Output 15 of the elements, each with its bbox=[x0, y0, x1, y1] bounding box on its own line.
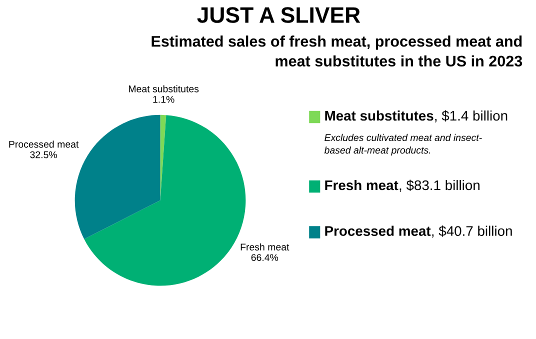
data-label: 1.1% bbox=[153, 96, 174, 103]
data-label: 32.5% bbox=[30, 151, 57, 158]
slice-label: Meat substitutes bbox=[128, 85, 199, 92]
slice-label: Fresh meat bbox=[240, 243, 290, 251]
legend-label: Fresh meat bbox=[325, 180, 398, 190]
text: , $40.7 billion bbox=[432, 226, 512, 238]
text: , $83.1 billion bbox=[400, 180, 480, 192]
slice-label: Processed meat bbox=[9, 140, 79, 148]
legend-label: Meat substitutes bbox=[325, 110, 434, 121]
data-label: 66.4% bbox=[251, 254, 278, 261]
legend-label: Processed meat bbox=[325, 226, 431, 236]
chart-title: JUST A SLIVER bbox=[197, 7, 360, 23]
text: Excludes cultivated meat and insect- based alt-meat products. bbox=[324, 134, 482, 156]
text: , $1.4 billion bbox=[435, 110, 508, 122]
chart-subtitle: Estimated sales of fresh meat, processed meat and meat substitutes in the US in 2023 bbox=[152, 36, 522, 67]
